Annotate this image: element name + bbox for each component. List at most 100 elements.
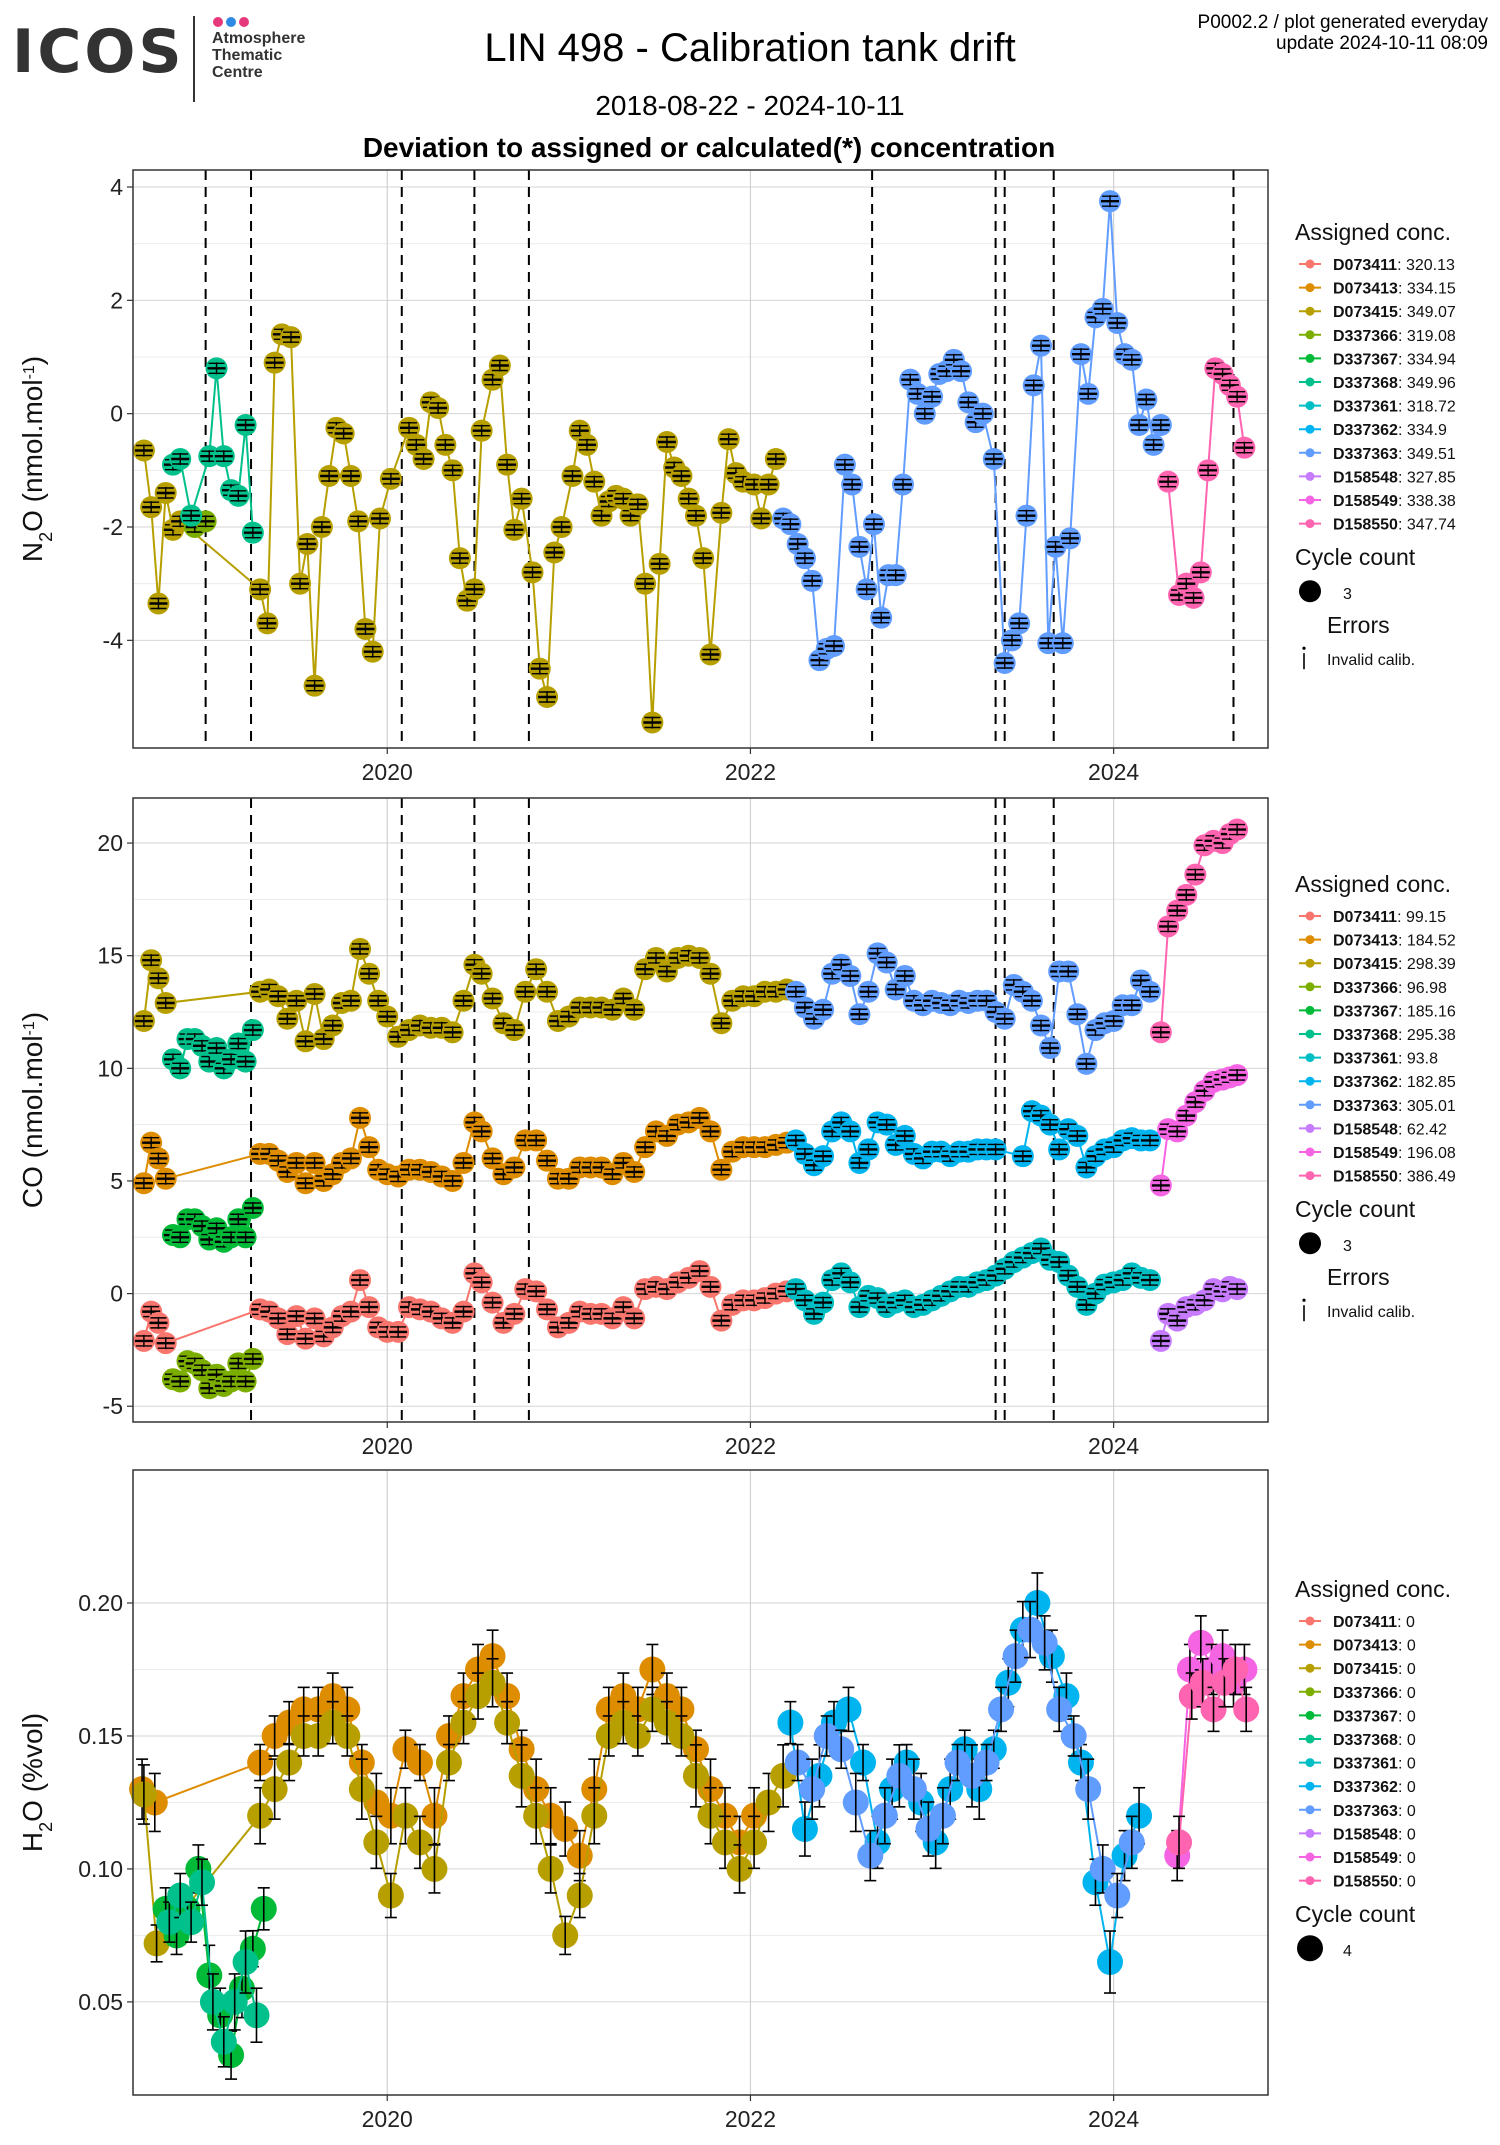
series-D337368 [156, 1858, 270, 2068]
legend-value: : 93.8 [1398, 1051, 1438, 1068]
legend-value: : 0 [1398, 1708, 1416, 1725]
axis-label-part: 2 [36, 532, 56, 542]
y-tick-label: 0.10 [78, 1856, 123, 1882]
legend-entry: D158550: 347.74 [1333, 517, 1456, 534]
y-tick-label: 4 [110, 174, 123, 200]
axis-label-part: O (nmol.mol [17, 379, 48, 531]
series-D073415 [130, 1657, 797, 1963]
legend-title: Assigned conc. [1295, 1576, 1451, 1602]
legend-tank: D337362 [1333, 1074, 1398, 1091]
axis-label-part: CO (nmol.mol [17, 1035, 48, 1208]
logo-line: Thematic [212, 47, 283, 64]
icos-logo: ICOS [12, 17, 185, 87]
panel-border [132, 797, 1269, 1423]
y-tick-label: 0 [110, 1281, 123, 1307]
series-D073411 [132, 1260, 798, 1355]
legend-value: : 182.85 [1398, 1074, 1456, 1091]
axis-label-part: ) [17, 356, 48, 365]
x-tick-label: 2022 [725, 2106, 776, 2132]
chart-panel-h2o: 0.05 0.10 0.15 0.20 2020 2022 2024 H2O (%vol) As… [17, 1469, 1451, 2132]
legend-entry: D073413: 0 [1333, 1638, 1416, 1655]
legend-entry: D073411: 0 [1333, 1614, 1415, 1631]
legend-tank: D073411 [1333, 257, 1397, 274]
legend-tank: D158549 [1333, 1850, 1398, 1867]
legend-key-dot [1305, 259, 1315, 269]
legend-entry: D337366: 0 [1333, 1685, 1416, 1702]
logo-dot [213, 17, 223, 27]
legend-value: : 347.74 [1398, 517, 1456, 534]
series-D337363 [772, 190, 1172, 674]
legend-entry: D073415: 349.07 [1333, 304, 1456, 321]
logo-dot [226, 17, 236, 27]
legend-tank: D158548 [1333, 1121, 1398, 1138]
legend-entry: D158549: 338.38 [1333, 493, 1456, 510]
y-tick-label: -5 [103, 1393, 123, 1419]
legend-value: : 0 [1398, 1874, 1416, 1891]
legend-key-dot [1305, 283, 1315, 293]
legend-entry: D073411: 320.13 [1333, 257, 1455, 274]
legend-cycle-value: 3 [1343, 586, 1352, 603]
legend-key-dot [1305, 1076, 1315, 1086]
axis-label-part: N [17, 542, 48, 562]
legend-tank: D337368 [1333, 1732, 1398, 1749]
x-tick-label: 2024 [1088, 1433, 1139, 1459]
legend-tank: D073411 [1333, 909, 1397, 926]
axis-label-part: -1 [21, 365, 38, 379]
legend-key-dot [1305, 935, 1315, 945]
legend-entry: D337368: 0 [1333, 1732, 1416, 1749]
axis-label-part: O (%vol) [17, 1713, 48, 1822]
legend-entry: D337366: 319.08 [1333, 328, 1456, 345]
legend-value: : 0 [1398, 1779, 1416, 1796]
series-D337366 [161, 1347, 264, 1400]
legend-entry: D158548: 0 [1333, 1826, 1416, 1843]
legend-key-dot [1305, 1805, 1315, 1815]
legend-tank: D337363 [1333, 446, 1398, 463]
legend-entry: D337361: 0 [1333, 1756, 1416, 1773]
legend-entry: D073415: 298.39 [1333, 956, 1456, 973]
legend-key-dot [1305, 401, 1315, 411]
legend-value: : 334.94 [1398, 351, 1456, 368]
legend-entry: D073411: 99.15 [1333, 909, 1446, 926]
legend-tank: D337366 [1333, 980, 1398, 997]
legend-tank: D337362 [1333, 422, 1398, 439]
legend-value: : 295.38 [1398, 1027, 1456, 1044]
series-line [172, 368, 254, 533]
legend-value: : 99.15 [1397, 909, 1446, 926]
x-tick-label: 2024 [1088, 2106, 1139, 2132]
series-D337363 [784, 942, 1161, 1075]
legend-cycle-dot [1299, 1232, 1321, 1255]
legend-key-dot [1305, 495, 1315, 505]
legend-key-dot [1305, 353, 1315, 363]
series-D158549 [1149, 1064, 1249, 1197]
legend-value: : 96.98 [1398, 980, 1447, 997]
legend-entry: D337363: 305.01 [1333, 1098, 1456, 1115]
logo-dot [239, 17, 249, 27]
legend-tank: D337363 [1333, 1098, 1398, 1115]
page-title: LIN 498 - Calibration tank drift [484, 26, 1016, 70]
legend-tank: D337366 [1333, 328, 1398, 345]
legend-entry: D073415: 0 [1333, 1661, 1416, 1678]
legend-cycle-dot [1299, 580, 1321, 603]
x-tick-label: 2020 [362, 2106, 413, 2132]
legend-entry: D337361: 93.8 [1333, 1051, 1438, 1068]
axis-label-part: 2 [36, 1822, 56, 1832]
legend-tank: D337361 [1333, 1756, 1398, 1773]
legend-value: : 318.72 [1398, 399, 1456, 416]
legend-key-dot [1305, 1876, 1315, 1886]
y-axis-label: CO (nmol.mol-1) [17, 1012, 48, 1208]
legend-value: : 319.08 [1398, 328, 1456, 345]
legend-value: : 0 [1397, 1614, 1415, 1631]
legend-value: : 0 [1398, 1826, 1416, 1843]
legend-value: : 0 [1398, 1732, 1416, 1749]
y-tick-label: 20 [97, 830, 123, 856]
series-line [142, 333, 777, 723]
panel-border [132, 169, 1269, 749]
series-D158550 [1149, 818, 1249, 1044]
axis-label-part: -1 [21, 1021, 38, 1035]
y-axis-label: N2O (nmol.mol-1) [17, 356, 56, 562]
legend-tank: D337367 [1333, 1003, 1398, 1020]
series-D337368 [161, 1019, 264, 1080]
series-D073413 [132, 1106, 798, 1195]
legend-entry: D337367: 334.94 [1333, 351, 1456, 368]
